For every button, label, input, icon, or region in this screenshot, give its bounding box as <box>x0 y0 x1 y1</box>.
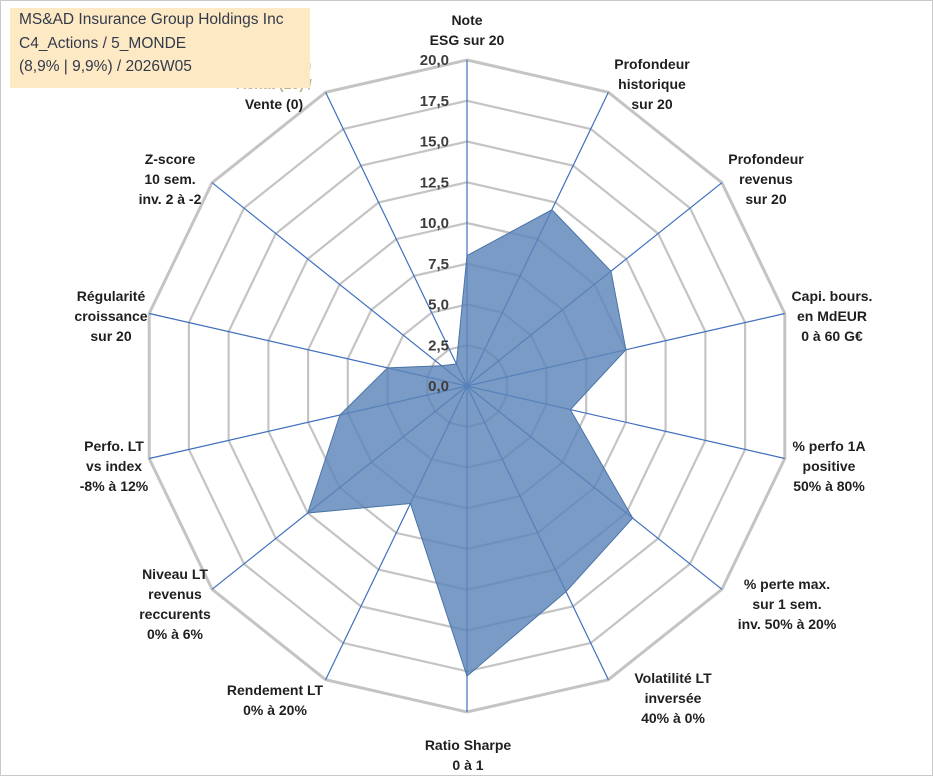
axis-label-line: vs index <box>86 458 142 474</box>
axis-label-line: sur 20 <box>745 191 786 207</box>
axis-label-line: inv. 50% à 20% <box>738 616 837 632</box>
axis-label-line: Rendement LT <box>227 682 324 698</box>
axis-label-line: croissance <box>74 308 147 324</box>
axis-label-2: Profondeur historique sur 20 <box>614 56 690 112</box>
axis-label-line: % perte max. <box>744 576 830 592</box>
radar-series <box>306 209 634 677</box>
axis-label-line: Vente (0) <box>245 96 303 112</box>
radar-tick-labels: 0,0 2,5 5,0 7,5 10,0 12,5 15,0 17,5 20,0 <box>420 52 449 395</box>
axis-label-12: Régularité croissance sur 20 <box>74 288 147 344</box>
tick-label: 10,0 <box>420 215 449 232</box>
axis-label-line: revenus <box>148 586 202 602</box>
axis-label-line: 10 sem. <box>144 171 195 187</box>
axis-label-line: 0 à 1 <box>452 757 483 773</box>
axis-label-9: Rendement LT 0% à 20% <box>227 682 324 718</box>
axis-label-line: 50% à 80% <box>793 478 865 494</box>
axis-label-line: sur 20 <box>90 328 131 344</box>
axis-label-line: Note <box>451 12 482 28</box>
weights-and-week: (8,9% | 9,9%) / 2026W05 <box>19 58 192 75</box>
axis-label-line: inv. 2 à -2 <box>139 191 202 207</box>
series-area <box>306 209 634 677</box>
axis-label-line: Ratio Sharpe <box>425 737 512 753</box>
axis-label-4: Capi. bours. en MdEUR 0 à 60 G€ <box>792 288 873 344</box>
axis-label-8: Ratio Sharpe 0 à 1 <box>425 737 512 773</box>
radar-axis-labels: Note ESG sur 20 Profondeur historique sur 20… <box>74 12 872 773</box>
company-name: MS&AD Insurance Group Holdings Inc <box>19 11 284 28</box>
axis-label-line: Volatilité LT <box>634 670 712 686</box>
axis-label-line: positive <box>803 458 856 474</box>
axis-label-10: Niveau LT revenus reccurents 0% à 6% <box>139 566 211 642</box>
axis-label-line: Capi. bours. <box>792 288 873 304</box>
axis-label-line: Profondeur <box>614 56 690 72</box>
portfolio-category: C4_Actions / 5_MONDE <box>19 34 187 52</box>
tick-label: 5,0 <box>428 297 449 314</box>
axis-label-line: inversée <box>645 690 702 706</box>
axis-label-7: Volatilité LT inversée 40% à 0% <box>634 670 712 726</box>
tick-label: 12,5 <box>420 174 449 191</box>
spoke-13 <box>211 182 468 387</box>
axis-label-line: Régularité <box>77 288 146 304</box>
axis-label-6: % perte max. sur 1 sem. inv. 50% à 20% <box>738 576 837 632</box>
axis-label-line: Perfo. LT <box>84 438 144 454</box>
tick-label: 0,0 <box>428 378 449 395</box>
tick-label: 15,0 <box>420 134 449 151</box>
title-box: MS&AD Insurance Group Holdings Inc C4_Ac… <box>10 8 310 88</box>
axis-label-13: Z-score 10 sem. inv. 2 à -2 <box>139 151 202 207</box>
axis-label-line: ESG sur 20 <box>430 32 505 48</box>
axis-label-line: Profondeur <box>728 151 804 167</box>
axis-label-line: 40% à 0% <box>641 710 705 726</box>
axis-label-line: reccurents <box>139 606 211 622</box>
axis-label-line: historique <box>618 76 686 92</box>
axis-label-line: revenus <box>739 171 793 187</box>
spoke-14 <box>325 92 468 387</box>
axis-label-line: Z-score <box>145 151 196 167</box>
axis-label-1: Note ESG sur 20 <box>430 12 505 48</box>
axis-label-line: en MdEUR <box>797 308 867 324</box>
axis-label-line: sur 1 sem. <box>752 596 821 612</box>
axis-label-line: 0% à 20% <box>243 702 307 718</box>
axis-label-line: 0% à 6% <box>147 626 204 642</box>
tick-label: 2,5 <box>428 337 449 354</box>
axis-label-line: % perfo 1A <box>792 438 865 454</box>
tick-label: 7,5 <box>428 256 449 273</box>
axis-label-3: Profondeur revenus sur 20 <box>728 151 804 207</box>
axis-label-line: 0 à 60 G€ <box>801 328 863 344</box>
axis-label-line: sur 20 <box>631 96 672 112</box>
tick-label: 20,0 <box>420 52 449 69</box>
axis-label-line: Niveau LT <box>142 566 208 582</box>
axis-label-11: Perfo. LT vs index -8% à 12% <box>80 438 149 494</box>
axis-label-5: % perfo 1A positive 50% à 80% <box>792 438 865 494</box>
axis-label-line: -8% à 12% <box>80 478 149 494</box>
tick-label: 17,5 <box>420 93 449 110</box>
